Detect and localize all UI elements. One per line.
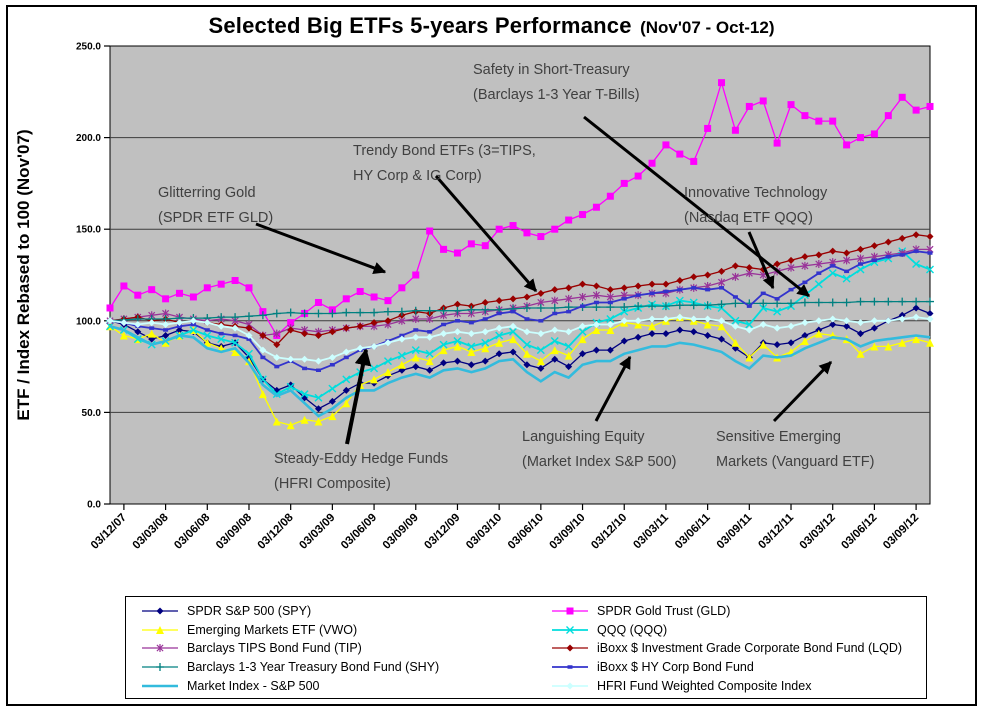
x-tick-label: 03/03/11 <box>631 511 671 551</box>
x-tick-label: 03/06/10 <box>506 512 546 552</box>
y-axis: 0.0 50.0 100.0 150.0 200.0 250.0 <box>76 42 110 511</box>
x-tick-label: 03/12/10 <box>589 512 629 552</box>
legend-marker-tip <box>142 644 178 653</box>
y-tick-label: 100.0 <box>76 316 101 327</box>
x-tick-label: 03/09/08 <box>214 511 255 552</box>
legend-marker-qqq <box>552 625 588 634</box>
x-tick-label: 03/03/09 <box>297 512 337 552</box>
x-tick-label: 03/03/10 <box>464 512 504 552</box>
legend-label-spy: SPDR S&P 500 (SPY) <box>187 604 312 619</box>
series-shy <box>106 297 934 325</box>
legend-item-hy: iBoxx $ HY Corp Bond Fund <box>550 658 902 677</box>
annotation-languishing-equity: Languishing Equity (Market Index S&P 500) <box>522 429 677 470</box>
x-tick-label: 03/03/12 <box>798 512 838 552</box>
annotation-arrow-innovative-technology <box>747 231 775 290</box>
x-tick-label: 03/06/12 <box>839 512 879 552</box>
legend-marker-vwo <box>142 625 178 634</box>
annotation-arrow-sensitive-emerging <box>772 360 833 423</box>
legend-item-tip: Barclays TIPS Bond Fund (TIP) <box>140 639 439 658</box>
annotation-arrows <box>255 115 833 445</box>
annotation-arrow-steady-eddy-hedge-funds <box>345 348 372 445</box>
legend-item-shy: Barclays 1-3 Year Treasury Bond Fund (SH… <box>140 658 439 677</box>
annotation-safety-short-treasury: Safety in Short-Treasury (Barclays 1-3 Ye… <box>473 62 640 103</box>
annotation-arrow-trendy-bonds <box>434 175 538 292</box>
x-tick-label: 03/09/11 <box>715 511 755 551</box>
x-tick-label: 03/09/10 <box>548 512 588 552</box>
plot-background <box>109 45 931 505</box>
y-tick-label: 250.0 <box>76 42 101 53</box>
legend-label-tip: Barclays TIPS Bond Fund (TIP) <box>187 641 362 656</box>
annotation-trendy-bonds: Trendy Bond ETFs (3=TIPS, HY Corp & IG Co… <box>353 143 536 184</box>
legend-item-qqq: QQQ (QQQ) <box>550 621 902 640</box>
series-hfri <box>106 313 934 365</box>
legend-item-lqd: iBoxx $ Investment Grade Corporate Bond … <box>550 639 902 658</box>
series-gld <box>106 79 934 339</box>
legend-marker-spy <box>142 607 178 615</box>
y-tick-label: 150.0 <box>76 225 101 236</box>
legend-marker-hy <box>552 665 588 669</box>
x-tick-label: 03/12/09 <box>422 512 462 552</box>
legend-label-vwo: Emerging Markets ETF (VWO) <box>187 622 358 637</box>
x-axis: 03/12/07 03/03/08 03/06/08 03/09/08 03/12/08… <box>89 504 921 552</box>
legend-item-hfri: HFRI Fund Weighted Composite Index <box>550 676 902 695</box>
x-tick-label: 03/06/11 <box>673 511 713 551</box>
x-tick-label: 03/06/08 <box>172 511 213 552</box>
annotation-sensitive-emerging: Sensitive Emerging Markets (Vanguard ETF) <box>716 429 875 470</box>
legend-column-left: SPDR S&P 500 (SPY) Emerging Markets ETF (… <box>140 602 439 695</box>
x-tick-label: 03/12/11 <box>756 511 796 551</box>
legend-label-hy: iBoxx $ HY Corp Bond Fund <box>597 660 754 675</box>
x-tick-label: 03/12/08 <box>256 511 297 552</box>
y-tick-label: 200.0 <box>76 133 101 144</box>
legend-marker-gld <box>552 607 588 615</box>
y-tick-label: 50.0 <box>82 408 102 419</box>
chart-title: Selected Big ETFs 5-years Performance (N… <box>8 13 975 39</box>
x-tick-label: 03/09/12 <box>881 512 921 552</box>
legend-marker-market <box>142 684 178 687</box>
x-tick-label: 03/12/07 <box>89 512 129 552</box>
annotation-glittering-gold: Glitterring Gold (SPDR ETF GLD) <box>158 185 274 226</box>
plot-area: 03/12/07 03/03/08 03/06/08 03/09/08 03/12/08… <box>76 42 934 552</box>
legend-label-hfri: HFRI Fund Weighted Composite Index <box>597 678 812 693</box>
annotation-innovative-technology: Innovative Technology (Nasdaq ETF QQQ) <box>684 185 828 226</box>
x-tick-label: 03/09/09 <box>381 512 421 552</box>
series-market <box>109 325 931 418</box>
annotation-steady-eddy-hedge-funds: Steady-Eddy Hedge Funds (HFRI Composite) <box>274 451 449 492</box>
chart-title-range: (Nov'07 - Oct-12) <box>640 18 775 37</box>
x-tick-label: 03/06/09 <box>339 512 379 552</box>
legend-marker-shy <box>142 663 178 672</box>
x-tick-label: 03/03/08 <box>131 511 172 552</box>
y-tick-label: 0.0 <box>87 500 101 511</box>
legend-label-market: Market Index - S&P 500 <box>187 678 320 693</box>
legend-marker-lqd <box>552 644 588 652</box>
legend-label-gld: SPDR Gold Trust (GLD) <box>597 604 731 619</box>
legend: SPDR S&P 500 (SPY) Emerging Markets ETF (… <box>125 596 927 699</box>
chart-title-main: Selected Big ETFs 5-years Performance <box>208 13 632 38</box>
legend-label-lqd: iBoxx $ Investment Grade Corporate Bond … <box>597 641 903 656</box>
legend-label-qqq: QQQ (QQQ) <box>597 622 668 637</box>
legend-item-spy: SPDR S&P 500 (SPY) <box>140 602 439 621</box>
annotation-arrow-languishing-equity <box>594 355 632 422</box>
legend-column-right: SPDR Gold Trust (GLD) QQQ (QQQ) iBoxx $ In… <box>550 602 902 695</box>
legend-item-vwo: Emerging Markets ETF (VWO) <box>140 621 439 640</box>
legend-label-shy: Barclays 1-3 Year Treasury Bond Fund (SH… <box>187 660 440 675</box>
legend-item-gld: SPDR Gold Trust (GLD) <box>550 602 902 621</box>
annotation-arrow-glittering-gold <box>255 222 387 274</box>
legend-item-market: Market Index - S&P 500 <box>140 676 439 695</box>
annotation-arrow-safety-short-treasury <box>583 115 810 298</box>
legend-marker-hfri <box>552 682 588 690</box>
